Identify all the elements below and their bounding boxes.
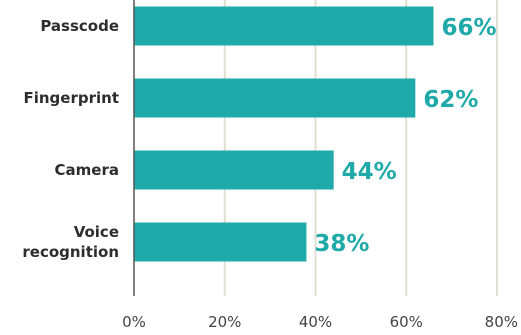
x-tick-label: 20% — [208, 313, 241, 331]
bar-camera — [134, 150, 334, 190]
x-axis-tick-labels: 0% 20% 40% 60% 80% — [122, 313, 518, 331]
category-label: Fingerprint — [23, 89, 119, 107]
bar-passcode — [134, 6, 434, 46]
x-tick-label: 40% — [299, 313, 332, 331]
value-label: 62% — [423, 87, 478, 113]
category-labels: Passcode Fingerprint Camera Voice recognitio… — [22, 17, 119, 261]
value-label: 66% — [441, 15, 496, 41]
category-label: recognition — [22, 243, 119, 261]
category-label: Voice — [74, 223, 119, 241]
category-label: Passcode — [40, 17, 119, 35]
value-label: 38% — [314, 231, 369, 257]
bar-voice-recognition — [134, 222, 307, 262]
category-label: Camera — [55, 161, 119, 179]
value-labels: 66% 62% 44% 38% — [314, 15, 496, 257]
bars — [134, 6, 434, 262]
x-tick-label: 0% — [122, 313, 146, 331]
x-tick-label: 60% — [390, 313, 423, 331]
x-tick-label: 80% — [485, 313, 518, 331]
value-label: 44% — [342, 159, 397, 185]
bar-fingerprint — [134, 78, 416, 118]
